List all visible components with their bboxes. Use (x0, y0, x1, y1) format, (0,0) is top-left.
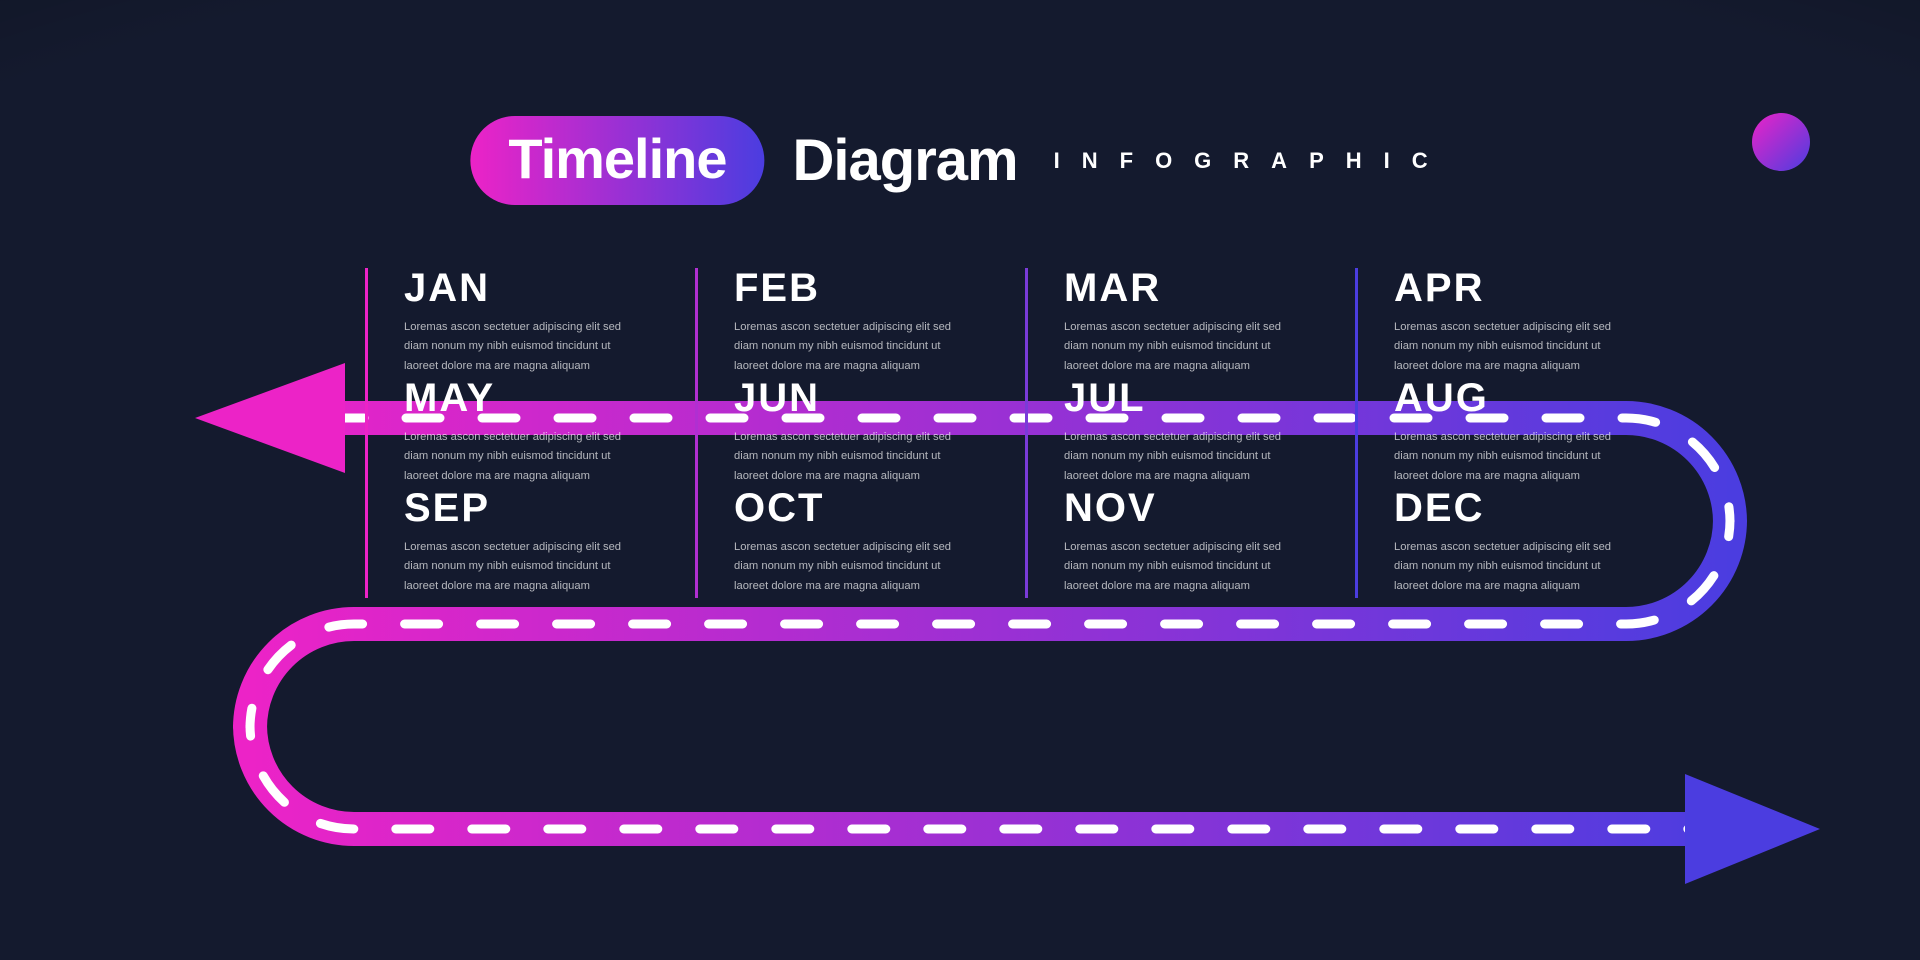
month-label: APR (1394, 268, 1625, 308)
month-body: Loremas ascon sectetuer adipiscing elit … (1394, 428, 1625, 486)
month-label: MAY (404, 378, 635, 418)
pill-text: Timeline (508, 127, 726, 190)
title-pill: Timeline (470, 116, 764, 205)
month-label: DEC (1394, 488, 1625, 528)
month-label: JAN (404, 268, 635, 308)
month-nov: NOV Loremas ascon sectetuer adipiscing el… (1025, 488, 1295, 598)
month-body: Loremas ascon sectetuer adipiscing elit … (734, 318, 965, 376)
month-feb: FEB Loremas ascon sectetuer adipiscing el… (695, 268, 965, 378)
month-body: Loremas ascon sectetuer adipiscing elit … (1064, 318, 1295, 376)
month-label: OCT (734, 488, 965, 528)
month-label: NOV (1064, 488, 1295, 528)
month-dec: DEC Loremas ascon sectetuer adipiscing el… (1355, 488, 1625, 598)
arrow-left-icon (195, 363, 345, 473)
month-jun: JUN Loremas ascon sectetuer adipiscing el… (695, 378, 965, 488)
month-jul: JUL Loremas ascon sectetuer adipiscing el… (1025, 378, 1295, 488)
timeline-infographic: Timeline Diagram INFOGRAPHIC JAN Loremas … (0, 0, 1920, 960)
header: Timeline Diagram INFOGRAPHIC (470, 116, 1449, 205)
month-body: Loremas ascon sectetuer adipiscing elit … (1064, 428, 1295, 486)
month-body: Loremas ascon sectetuer adipiscing elit … (404, 428, 635, 486)
month-jan: JAN Loremas ascon sectetuer adipiscing el… (365, 268, 635, 378)
corner-dot-icon (1752, 113, 1810, 171)
months-grid: JAN Loremas ascon sectetuer adipiscing el… (365, 268, 1625, 598)
month-label: JUN (734, 378, 965, 418)
month-label: FEB (734, 268, 965, 308)
month-aug: AUG Loremas ascon sectetuer adipiscing el… (1355, 378, 1625, 488)
month-body: Loremas ascon sectetuer adipiscing elit … (404, 538, 635, 596)
arrow-right-icon (1685, 774, 1820, 884)
title-diagram: Diagram (793, 127, 1018, 194)
month-label: MAR (1064, 268, 1295, 308)
month-apr: APR Loremas ascon sectetuer adipiscing el… (1355, 268, 1625, 378)
month-oct: OCT Loremas ascon sectetuer adipiscing el… (695, 488, 965, 598)
month-label: JUL (1064, 378, 1295, 418)
month-body: Loremas ascon sectetuer adipiscing elit … (404, 318, 635, 376)
month-body: Loremas ascon sectetuer adipiscing elit … (1394, 318, 1625, 376)
month-body: Loremas ascon sectetuer adipiscing elit … (734, 538, 965, 596)
month-body: Loremas ascon sectetuer adipiscing elit … (734, 428, 965, 486)
month-body: Loremas ascon sectetuer adipiscing elit … (1064, 538, 1295, 596)
month-label: AUG (1394, 378, 1625, 418)
month-body: Loremas ascon sectetuer adipiscing elit … (1394, 538, 1625, 596)
month-label: SEP (404, 488, 635, 528)
month-may: MAY Loremas ascon sectetuer adipiscing el… (365, 378, 635, 488)
month-sep: SEP Loremas ascon sectetuer adipiscing el… (365, 488, 635, 598)
month-mar: MAR Loremas ascon sectetuer adipiscing el… (1025, 268, 1295, 378)
title-infographic: INFOGRAPHIC (1054, 148, 1450, 174)
